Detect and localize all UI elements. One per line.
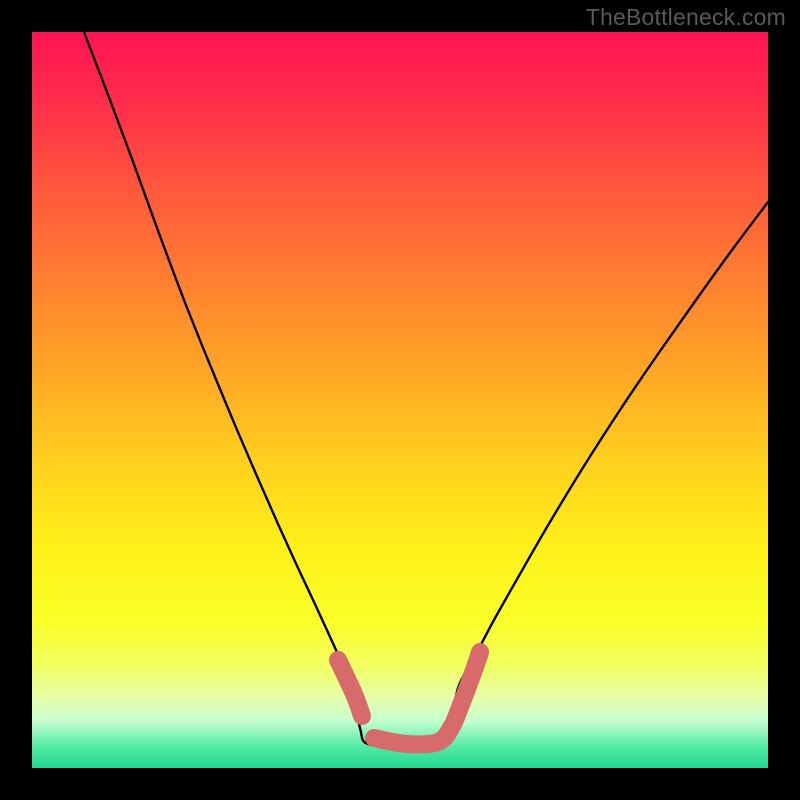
watermark-text: TheBottleneck.com <box>586 4 786 31</box>
pink-marker-segment-0 <box>338 660 362 716</box>
pink-marker-segment-1 <box>374 652 480 744</box>
bottleneck-curve <box>84 32 768 746</box>
chart-stage: TheBottleneck.com <box>0 0 800 800</box>
curve-layer <box>0 0 800 800</box>
pink-marker-group <box>338 652 480 744</box>
